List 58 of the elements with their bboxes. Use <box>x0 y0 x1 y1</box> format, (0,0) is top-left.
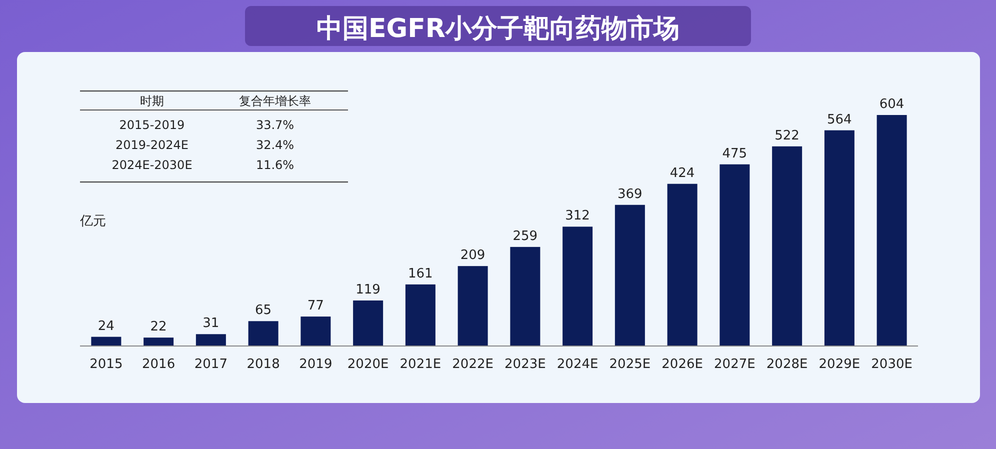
data-label: 564 <box>827 112 852 128</box>
data-label: 65 <box>255 303 272 318</box>
x-tick-label: 2022E <box>452 357 494 372</box>
x-tick-label: 2030E <box>871 357 912 372</box>
x-tick-label: 2027E <box>714 357 756 372</box>
x-tick-label: 2019 <box>299 357 332 372</box>
bar <box>824 130 854 346</box>
bar <box>300 316 331 346</box>
data-label: 424 <box>670 166 695 181</box>
data-label: 475 <box>722 146 748 162</box>
bar <box>876 115 907 346</box>
data-label: 77 <box>307 298 324 314</box>
bar <box>405 284 436 346</box>
data-label: 209 <box>460 248 486 264</box>
annotation: 2024E-2030E <box>112 158 192 172</box>
annotation: 2015-2019 <box>119 118 185 132</box>
x-tick-label: 2023E <box>504 357 546 372</box>
x-tick-label: 2028E <box>766 357 808 372</box>
data-label: 369 <box>618 186 642 202</box>
x-tick-label: 2016 <box>142 357 176 372</box>
bar <box>614 204 645 346</box>
data-label: 604 <box>879 97 904 112</box>
data-label: 259 <box>512 228 538 244</box>
bar <box>458 266 488 346</box>
bar <box>772 146 802 346</box>
annotation: 32.4% <box>256 138 294 152</box>
annotation: 2019-2024E <box>116 138 188 152</box>
bar <box>720 164 750 346</box>
data-label: 312 <box>565 208 590 224</box>
annotation: 33.7% <box>256 118 294 132</box>
bar <box>144 338 174 346</box>
x-tick-label: 2026E <box>662 357 703 372</box>
text: 时期 <box>140 94 164 108</box>
x-tick-label: 2029E <box>818 357 860 372</box>
chart-title: 中国EGFR小分子靶向药物市场 <box>316 14 680 44</box>
bar <box>91 336 122 346</box>
x-tick-label: 2024E <box>556 357 598 372</box>
x-tick-label: 2015 <box>90 357 123 372</box>
bar <box>248 321 278 346</box>
bar <box>562 226 593 346</box>
bar <box>667 184 698 346</box>
data-label: 119 <box>356 282 380 298</box>
y-axis-title: 亿元 <box>79 214 106 229</box>
data-label: 161 <box>408 266 433 282</box>
x-tick-label: 2018 <box>246 357 280 372</box>
x-tick-label: 2021E <box>400 357 442 372</box>
bar <box>196 334 226 346</box>
data-label: 22 <box>150 320 167 335</box>
data-label: 31 <box>202 316 220 332</box>
bar <box>510 246 540 346</box>
x-tick-label: 2017 <box>194 357 228 372</box>
data-label: 522 <box>774 128 800 144</box>
bar <box>353 300 384 346</box>
data-label: 24 <box>98 318 114 334</box>
annotation: 11.6% <box>256 158 294 172</box>
text: 复合年增长率 <box>239 94 311 108</box>
x-tick-label: 2020E <box>347 357 389 372</box>
x-tick-label: 2025E <box>609 357 651 372</box>
